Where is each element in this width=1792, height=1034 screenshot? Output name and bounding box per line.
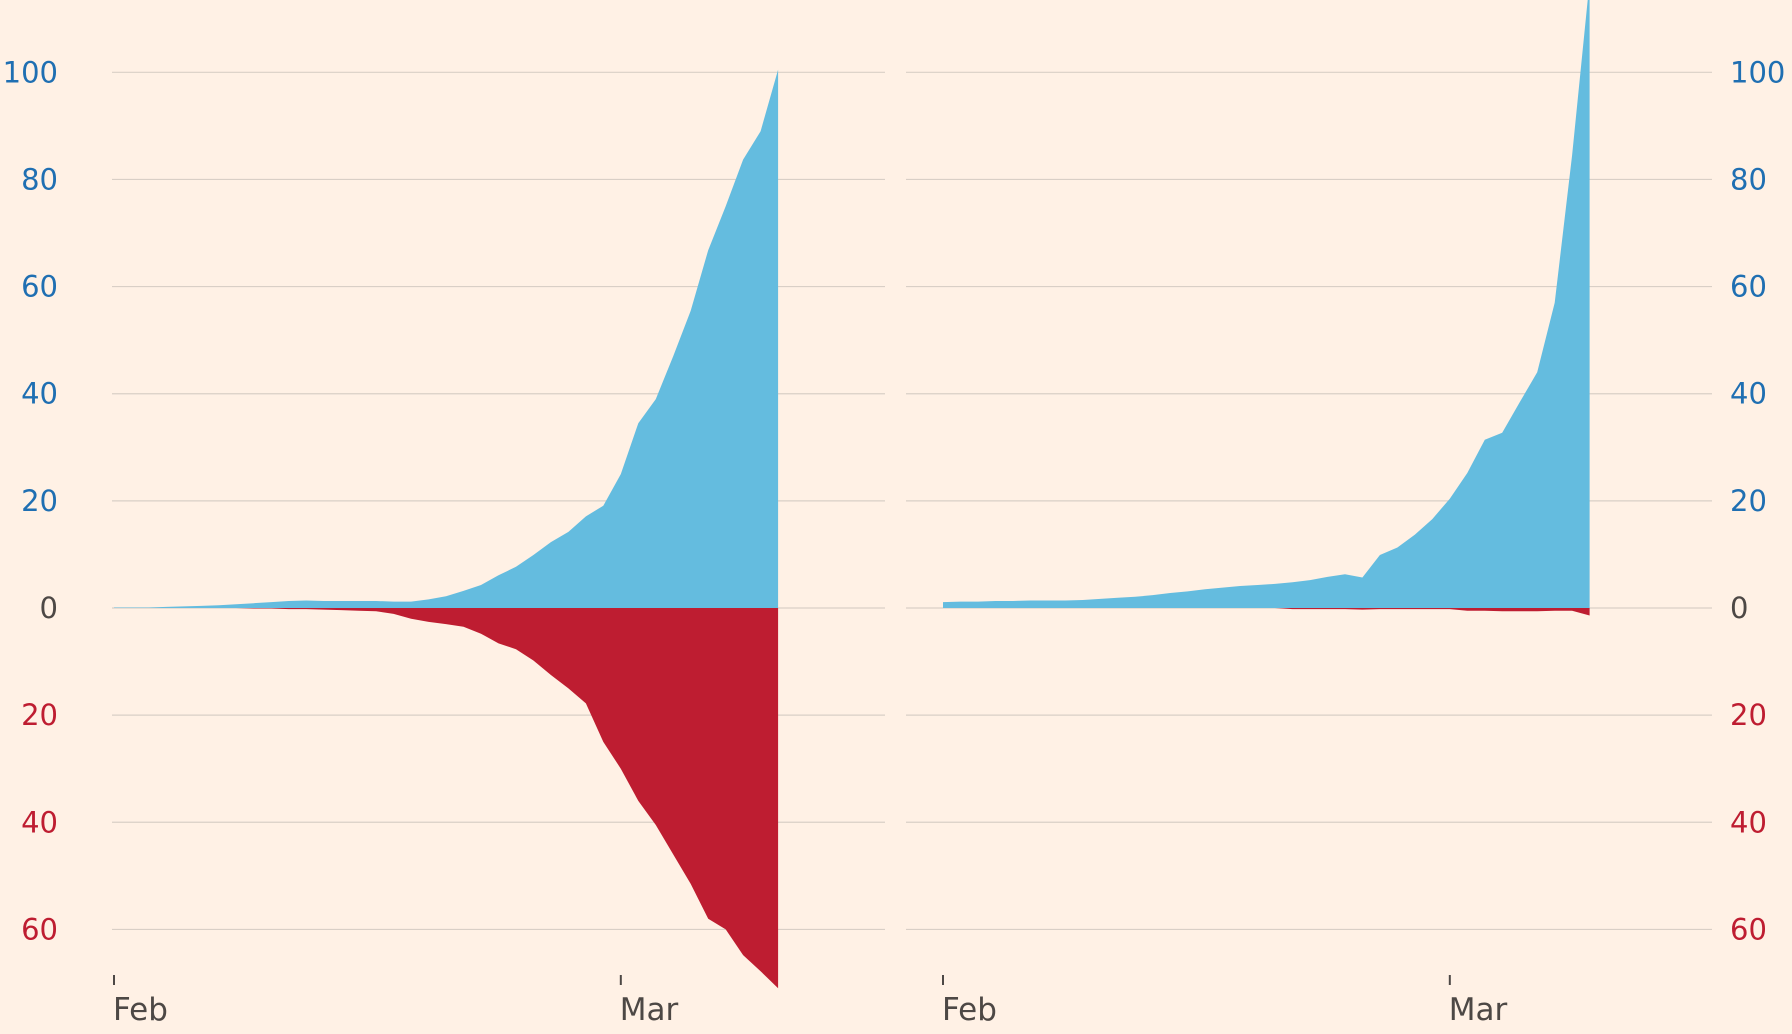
left-chart-panel: 100 80 60 40 20 0 20 40 60 Feb Mar	[3, 55, 885, 1028]
y-tick-label: 100	[1730, 55, 1785, 89]
x-tick-label: Feb	[942, 992, 997, 1028]
x-tick-label: Mar	[1449, 992, 1508, 1028]
y-tick-label: 40	[1730, 805, 1767, 839]
negative-area	[943, 608, 1590, 616]
y-tick-label: 20	[1730, 484, 1767, 518]
y-tick-label: 60	[1730, 270, 1767, 304]
y-tick-label: 80	[21, 162, 58, 196]
right-chart-panel: 100 80 60 40 20 0 20 40 60 Feb Mar	[906, 0, 1785, 1028]
y-tick-label: 100	[3, 55, 58, 89]
x-tick-label: Mar	[620, 992, 679, 1028]
y-tick-label: 20	[1730, 698, 1767, 732]
y-tick-label: 80	[1730, 162, 1767, 196]
y-tick-label: 0	[40, 591, 58, 625]
positive-area	[943, 0, 1590, 608]
y-tick-label: 40	[1730, 377, 1767, 411]
y-tick-label: 40	[21, 805, 58, 839]
y-tick-label: 40	[21, 377, 58, 411]
negative-area	[114, 608, 779, 989]
y-tick-label: 60	[1730, 912, 1767, 946]
y-tick-label: 60	[21, 912, 58, 946]
y-tick-label: 60	[21, 270, 58, 304]
y-tick-label: 20	[21, 484, 58, 518]
x-tick-label: Feb	[113, 992, 168, 1028]
y-tick-label: 0	[1730, 591, 1748, 625]
positive-area	[114, 69, 779, 609]
y-tick-label: 20	[21, 698, 58, 732]
